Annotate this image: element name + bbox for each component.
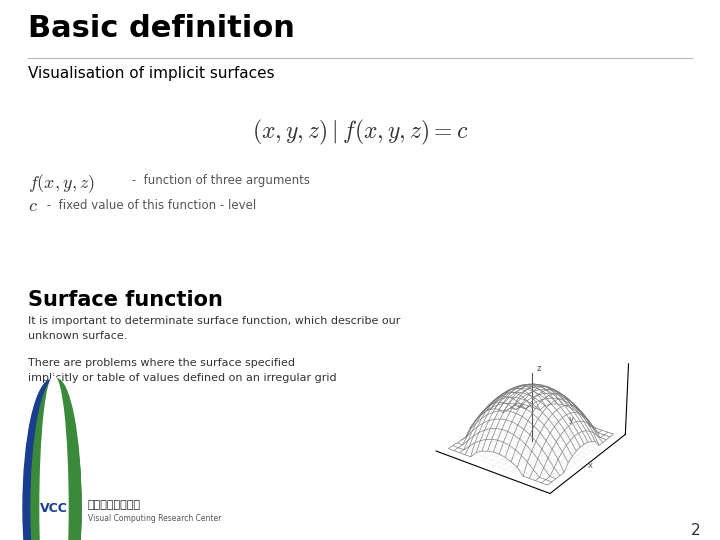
Text: $(x, y, z)\mid f(x, y, z) = c$: $(x, y, z)\mid f(x, y, z) = c$ [252,118,468,147]
Text: -  fixed value of this function - level: - fixed value of this function - level [43,199,256,212]
Text: $c$: $c$ [28,197,37,215]
Text: Surface function: Surface function [28,290,223,310]
Text: -  function of three arguments: - function of three arguments [128,174,310,187]
Text: 2: 2 [690,523,700,538]
Text: There are problems where the surface specified
implicitly or table of values def: There are problems where the surface spe… [28,358,337,383]
Ellipse shape [23,380,81,540]
Ellipse shape [40,376,68,540]
Text: 可视计算研究中心: 可视计算研究中心 [88,500,141,510]
Text: VCC: VCC [40,502,68,515]
Text: Visual Computing Research Center: Visual Computing Research Center [88,514,221,523]
Text: It is important to determinate surface function, which describe our
unknown surf: It is important to determinate surface f… [28,316,400,341]
Text: $f(x, y, z)$: $f(x, y, z)$ [28,172,95,195]
Text: Visualisation of implicit surfaces: Visualisation of implicit surfaces [28,66,274,81]
Text: Basic definition: Basic definition [28,14,295,43]
Ellipse shape [31,379,81,540]
